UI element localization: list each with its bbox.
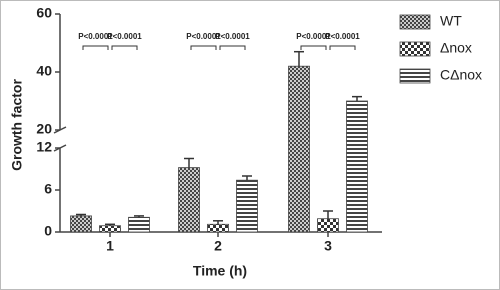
y-axis-label: Growth factor [9,79,25,171]
annotation: P<0.0001 [215,32,250,41]
x-tick-label: 1 [106,238,114,254]
annotation: P<0.0001 [186,32,221,41]
bar [236,179,258,233]
y-tick-label: 20 [36,121,52,137]
y-tick-label: 12 [36,139,52,155]
bar [346,100,368,233]
bar [207,223,229,233]
significance-bracket [190,45,217,50]
significance-bracket [300,45,327,50]
bar [288,65,310,233]
annotation: P<0.0001 [296,32,331,41]
bar [317,218,339,233]
y-tick-label: 0 [44,223,52,239]
x-tick-label: 3 [324,238,332,254]
significance-bracket [329,45,356,50]
bar [70,215,92,233]
legend-label: CΔnox [440,67,482,83]
annotation: P<0.0001 [107,32,142,41]
legend-label: WT [440,13,462,29]
legend-swatch [399,68,431,84]
significance-bracket [219,45,246,50]
legend-swatch [399,41,431,57]
y-tick-label: 60 [36,5,52,21]
y-tick-label: 6 [44,181,52,197]
significance-bracket [111,45,138,50]
legend-swatch [399,14,431,30]
x-tick-label: 2 [214,238,222,254]
annotation: P<0.0001 [325,32,360,41]
x-axis-label: Time (h) [193,263,247,279]
y-tick-label: 40 [36,63,52,79]
significance-bracket [82,45,109,50]
annotation: P<0.0001 [78,32,113,41]
bar [99,225,121,233]
bar [178,167,200,233]
bar [128,216,150,233]
legend-label: Δnox [440,40,472,56]
